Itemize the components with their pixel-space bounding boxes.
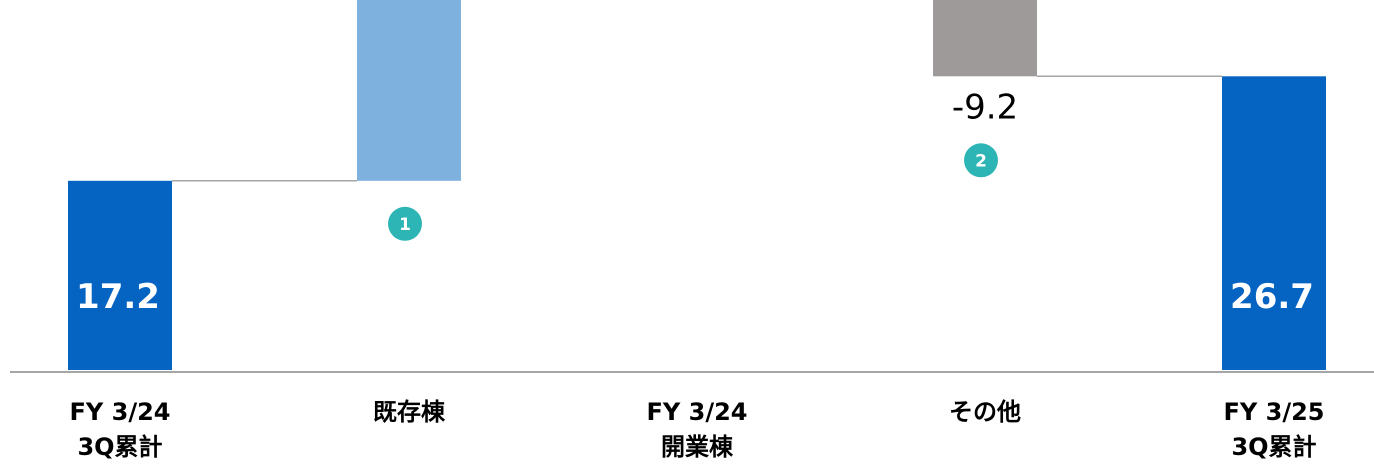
decrease-bar <box>933 0 1037 77</box>
data-label: -9.2 <box>952 87 1018 127</box>
step-marker-circle <box>388 206 422 241</box>
total-bar <box>1222 76 1326 371</box>
category-label: 既存棟 <box>373 398 446 426</box>
total-bar <box>68 180 172 370</box>
category-label: 3Q累計 <box>77 433 162 461</box>
data-label: 17.2 <box>76 277 160 317</box>
category-label: FY 3/25 <box>1224 398 1325 426</box>
category-label: 開業棟 <box>661 433 734 461</box>
category-label: 3Q累計 <box>1231 433 1316 461</box>
step-marker-number: 2 <box>975 151 987 171</box>
increase-bar <box>357 0 461 181</box>
data-label: 26.7 <box>1230 277 1314 317</box>
step-marker-number: 1 <box>399 215 411 235</box>
category-label: FY 3/24 <box>70 398 171 426</box>
category-label: その他 <box>949 398 1021 426</box>
category-label: FY 3/24 <box>647 398 748 426</box>
step-marker-circle <box>964 143 998 178</box>
